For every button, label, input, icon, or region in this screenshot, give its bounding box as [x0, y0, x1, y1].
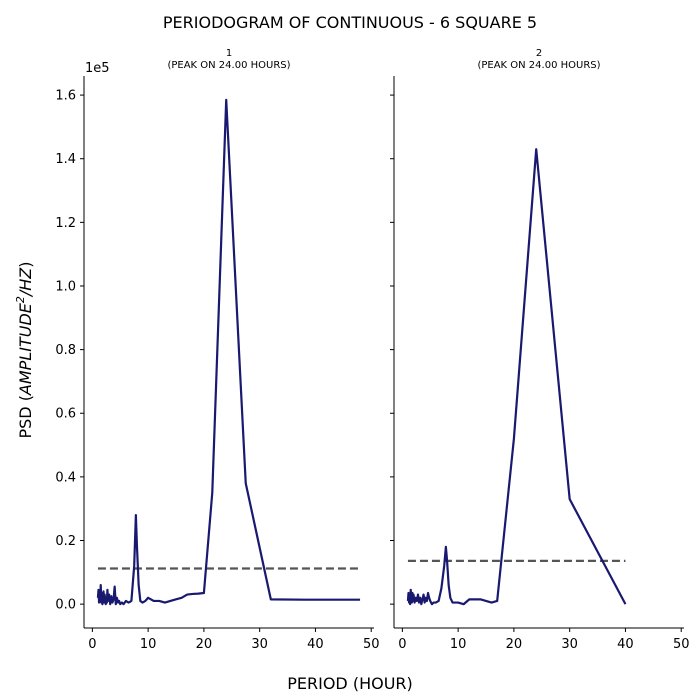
x-tick-label: 10	[140, 637, 157, 652]
x-tick-label: 50	[673, 637, 690, 652]
y-tick-label: 0.0	[55, 598, 76, 613]
y-tick-label: 0.4	[55, 470, 76, 485]
y-tick-label: 1.2	[55, 216, 76, 231]
y-axis-label: PSD (AMPLITUDE2/HZ)	[14, 261, 35, 438]
x-tick-label: 20	[196, 637, 213, 652]
y-tick-label: 1.0	[55, 279, 76, 294]
y-tick-label: 0.6	[55, 407, 76, 422]
psd-series-line	[96, 98, 361, 606]
y-tick-label: 1.4	[55, 152, 76, 167]
y-tick-label: 0.8	[55, 343, 76, 358]
x-axis-label: PERIOD (HOUR)	[287, 674, 413, 693]
y-offset-label: 1e5	[85, 61, 110, 76]
x-tick-label: 0	[398, 637, 406, 652]
y-tick-label: 0.2	[55, 534, 76, 549]
subplot-title-number: 2	[536, 48, 542, 59]
x-tick-label: 10	[450, 637, 467, 652]
x-tick-label: 30	[251, 637, 268, 652]
x-tick-label: 20	[506, 637, 523, 652]
subplot-title-number: 1	[226, 48, 232, 59]
x-tick-label: 50	[363, 637, 380, 652]
y-axis-label-italic: AMPLITUDE	[16, 302, 35, 396]
subplot-2: 2(PEAK ON 24.00 HOURS) 0 10 20 30 40 50	[390, 48, 689, 652]
figure-title: PERIODOGRAM OF CONTINUOUS - 6 SQUARE 5	[163, 13, 537, 32]
y-axis-label-superscript: 2	[14, 296, 27, 303]
y-axis-label-italic-2: /HZ	[16, 267, 35, 298]
x-tick-label: 40	[617, 637, 634, 652]
subplot-title-peak: (PEAK ON 24.00 HOURS)	[477, 60, 600, 71]
x-tick-label: 40	[307, 637, 324, 652]
subplot-title-peak: (PEAK ON 24.00 HOURS)	[167, 60, 290, 71]
y-axis-label-prefix: PSD (	[16, 395, 35, 438]
y-tick-label: 1.6	[55, 89, 76, 104]
x-tick-label: 30	[561, 637, 578, 652]
subplot-1: 1(PEAK ON 24.00 HOURS) 0 10 20 30 40 50 0.0 0.2 0…	[55, 48, 379, 652]
x-tick-label: 0	[88, 637, 96, 652]
psd-series-line	[406, 148, 627, 606]
y-axis-label-suffix: )	[16, 261, 35, 267]
